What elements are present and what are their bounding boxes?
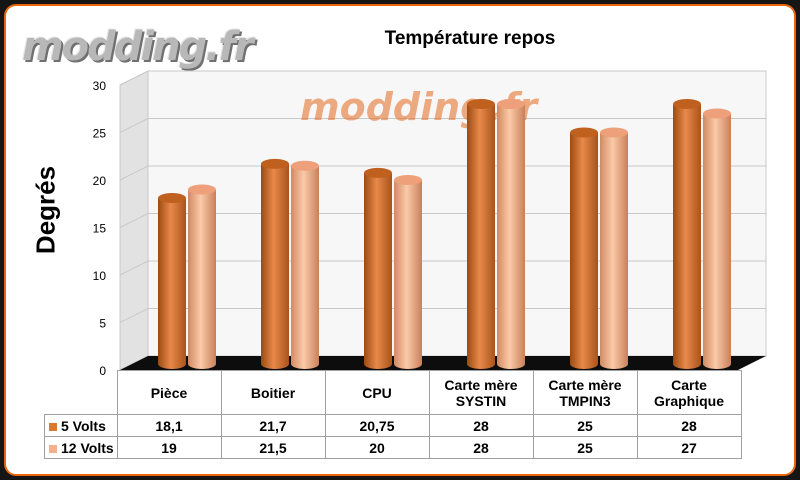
category-label-line: Boitier <box>250 384 296 401</box>
gridline <box>119 70 766 86</box>
y-tick-label: 25 <box>93 127 107 141</box>
bar-body <box>703 113 731 369</box>
bar-top <box>703 108 731 119</box>
category-label-line: CPU <box>362 384 392 401</box>
bar-0-2 <box>364 167 392 369</box>
series-name: 12 Volts <box>61 439 114 456</box>
bar-0-0 <box>158 193 186 369</box>
y-tick-label: 10 <box>93 269 107 283</box>
data-value-cell: 21,5 <box>220 436 326 459</box>
category-label-line: Carte <box>671 376 707 393</box>
bar-1-2 <box>394 175 422 369</box>
category-label-line: Graphique <box>653 392 724 409</box>
category-label: Boitier <box>220 370 326 415</box>
gridline <box>119 118 766 133</box>
legend-swatch <box>49 444 57 453</box>
data-value-cell: 28 <box>428 436 534 459</box>
category-label-line: Carte mère <box>444 376 518 393</box>
bar-top <box>600 127 628 138</box>
data-value-cell: 19 <box>116 436 222 459</box>
chart-title: Température repos <box>384 28 556 49</box>
category-label-line: Pièce <box>150 384 188 401</box>
y-axis-label: Degrés <box>30 165 61 255</box>
gridline <box>119 260 766 276</box>
y-tick-label: 15 <box>93 222 107 236</box>
gridline <box>119 308 766 323</box>
table-row: 12 Volts 19 21,5 20 28 25 27 <box>44 436 742 459</box>
data-value-cell: 20 <box>324 436 430 459</box>
data-value-cell: 18,1 <box>116 414 222 437</box>
bar-0-5 <box>673 99 701 369</box>
bar-body <box>158 198 186 369</box>
gridline <box>119 213 766 228</box>
bar-top <box>570 127 598 138</box>
series-legend-cell: 12 Volts <box>44 436 118 459</box>
bar-top <box>291 160 319 171</box>
bar-1-5 <box>703 108 731 369</box>
category-label-line: SYSTIN <box>455 392 507 409</box>
bar-top <box>188 184 216 195</box>
bar-0-1 <box>261 158 289 369</box>
data-value-cell: 25 <box>532 436 638 459</box>
bar-body <box>600 132 628 369</box>
data-table: Pièce Boitier CPU Carte mère SYSTIN Carte mèr… <box>44 370 742 459</box>
category-label: Carte Graphique <box>636 370 742 415</box>
y-tick-label: 5 <box>99 317 106 331</box>
bar-top <box>158 193 186 204</box>
y-axis-label-wrapper: Degrés <box>24 140 68 280</box>
data-value-cell: 28 <box>636 414 742 437</box>
bar-1-3 <box>497 99 525 369</box>
y-tick-label: 20 <box>93 174 107 188</box>
bar-top <box>467 99 495 109</box>
bar-body <box>570 132 598 369</box>
bar-top <box>394 175 422 185</box>
bar-body <box>364 172 392 369</box>
series-name: 5 Volts <box>61 417 106 434</box>
table-row: 5 Volts 18,1 21,7 20,75 28 25 28 <box>44 414 742 437</box>
bar-1-1 <box>291 160 319 369</box>
data-value-cell: 27 <box>636 436 742 459</box>
bar-1-4 <box>600 127 628 369</box>
plot-floor <box>120 356 766 370</box>
category-label: Carte mère SYSTIN <box>428 370 534 415</box>
table-corner <box>45 371 118 415</box>
category-label: CPU <box>324 370 430 415</box>
watermark-logo: modding.fr <box>22 24 254 70</box>
bar-body <box>673 104 701 369</box>
legend-swatch <box>49 422 57 431</box>
bar-body <box>261 163 289 369</box>
data-value-cell: 20,75 <box>324 414 430 437</box>
bar-1-0 <box>188 184 216 369</box>
y-tick-label: 0 <box>99 364 106 378</box>
bar-top <box>673 99 701 109</box>
category-label: Pièce <box>116 370 222 415</box>
category-label: Carte mère TMPIN3 <box>532 370 638 415</box>
bar-0-4 <box>570 127 598 369</box>
data-value-cell: 25 <box>532 414 638 437</box>
category-label-line: TMPIN3 <box>559 392 611 409</box>
bar-body <box>467 104 495 369</box>
data-value-cell: 28 <box>428 414 534 437</box>
data-value-cell: 21,7 <box>220 414 326 437</box>
gridline <box>119 165 766 181</box>
bar-body <box>188 189 216 369</box>
category-label-line: Carte mère <box>548 376 622 393</box>
bar-body <box>394 180 422 369</box>
bar-top <box>364 167 392 178</box>
bar-body <box>291 165 319 369</box>
table-header-row: Pièce Boitier CPU Carte mère SYSTIN Carte mèr… <box>45 370 742 415</box>
bar-0-3 <box>467 99 495 369</box>
y-tick-label: 30 <box>93 79 107 93</box>
series-legend-cell: 5 Volts <box>44 414 118 437</box>
bar-body <box>497 104 525 369</box>
bar-top <box>497 99 525 109</box>
bar-top <box>261 158 289 169</box>
